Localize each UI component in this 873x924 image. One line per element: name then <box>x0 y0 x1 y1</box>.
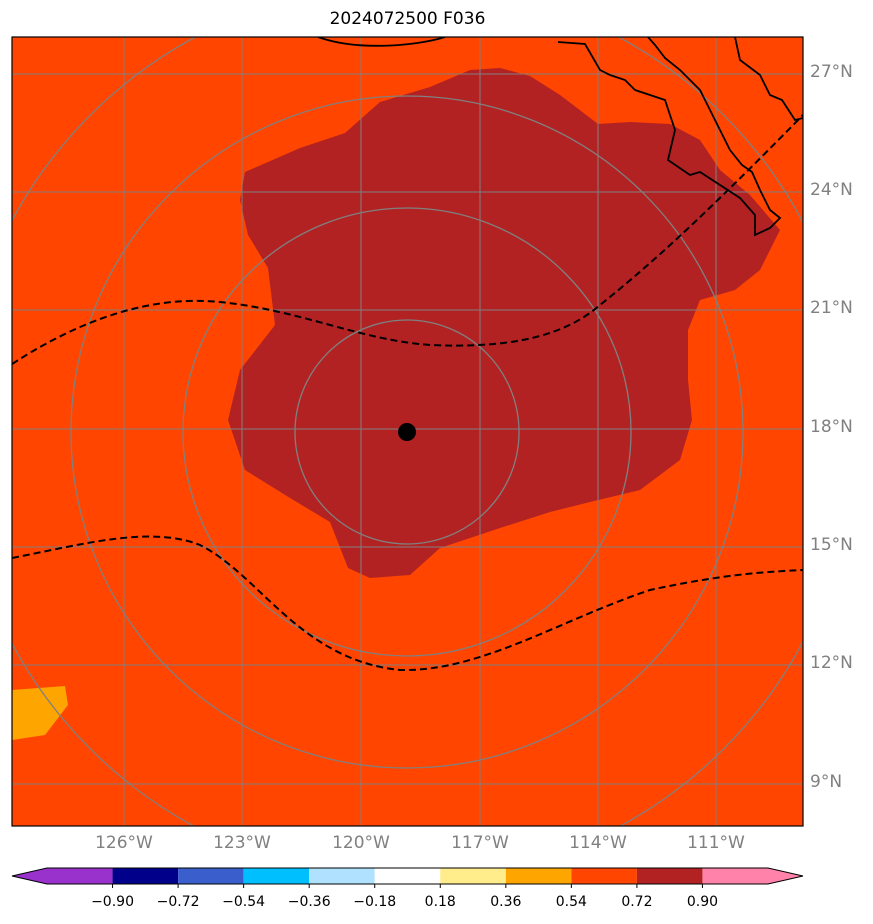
lat-label: 9°N <box>810 772 843 792</box>
plot-frame <box>11 36 804 827</box>
lon-label: 117°W <box>451 833 509 853</box>
colorbar-segment <box>374 868 441 884</box>
lon-label: 120°W <box>332 833 390 853</box>
lat-label: 15°N <box>810 535 853 555</box>
colorbar <box>11 867 804 888</box>
dashed-contours <box>12 114 803 672</box>
colorbar-tick-label: 0.90 <box>686 894 719 910</box>
colorbar-segment <box>571 868 637 884</box>
colorbar-tick-label: 0.18 <box>424 894 456 910</box>
colorbar-tick-label: −0.72 <box>156 894 200 910</box>
colorbar-tick-label: −0.36 <box>287 894 331 910</box>
colorbar-segment <box>112 868 179 884</box>
field-core-region <box>228 68 780 578</box>
colorbar-tick-label: −0.54 <box>222 894 266 910</box>
colorbar-tick-label: 0.36 <box>490 894 522 910</box>
colorbar-segment <box>309 868 375 884</box>
storm-center-marker <box>398 423 416 441</box>
gridlines <box>12 37 803 826</box>
lat-label: 18°N <box>810 417 853 437</box>
colorbar-outline <box>11 867 804 885</box>
colorbar-tick-label: 0.72 <box>621 894 653 910</box>
field-patch-orange <box>12 686 68 740</box>
lon-label: 123°W <box>213 833 271 853</box>
colorbar-segment <box>243 868 310 884</box>
colorbar-segment <box>440 868 506 884</box>
lat-label: 21°N <box>810 298 853 318</box>
lon-label: 126°W <box>95 833 153 853</box>
colorbar-segment <box>178 868 244 884</box>
range-rings <box>12 37 803 826</box>
lat-label: 24°N <box>810 180 853 200</box>
colorbar-segment <box>702 868 803 884</box>
lat-label: 12°N <box>810 653 853 673</box>
colorbar-tick-label: −0.18 <box>353 894 397 910</box>
colorbar-segment <box>636 868 703 884</box>
lon-label: 111°W <box>687 833 745 853</box>
colorbar-tick-label: 0.54 <box>555 894 587 910</box>
lat-label: 27°N <box>810 62 853 82</box>
colorbar-segment <box>505 868 572 884</box>
colorbar-segment <box>12 868 113 884</box>
plot-title: 2024072500 F036 <box>329 9 486 29</box>
colorbar-tick-label: −0.90 <box>91 894 134 910</box>
lon-label: 114°W <box>569 833 627 853</box>
coastline <box>317 37 803 237</box>
